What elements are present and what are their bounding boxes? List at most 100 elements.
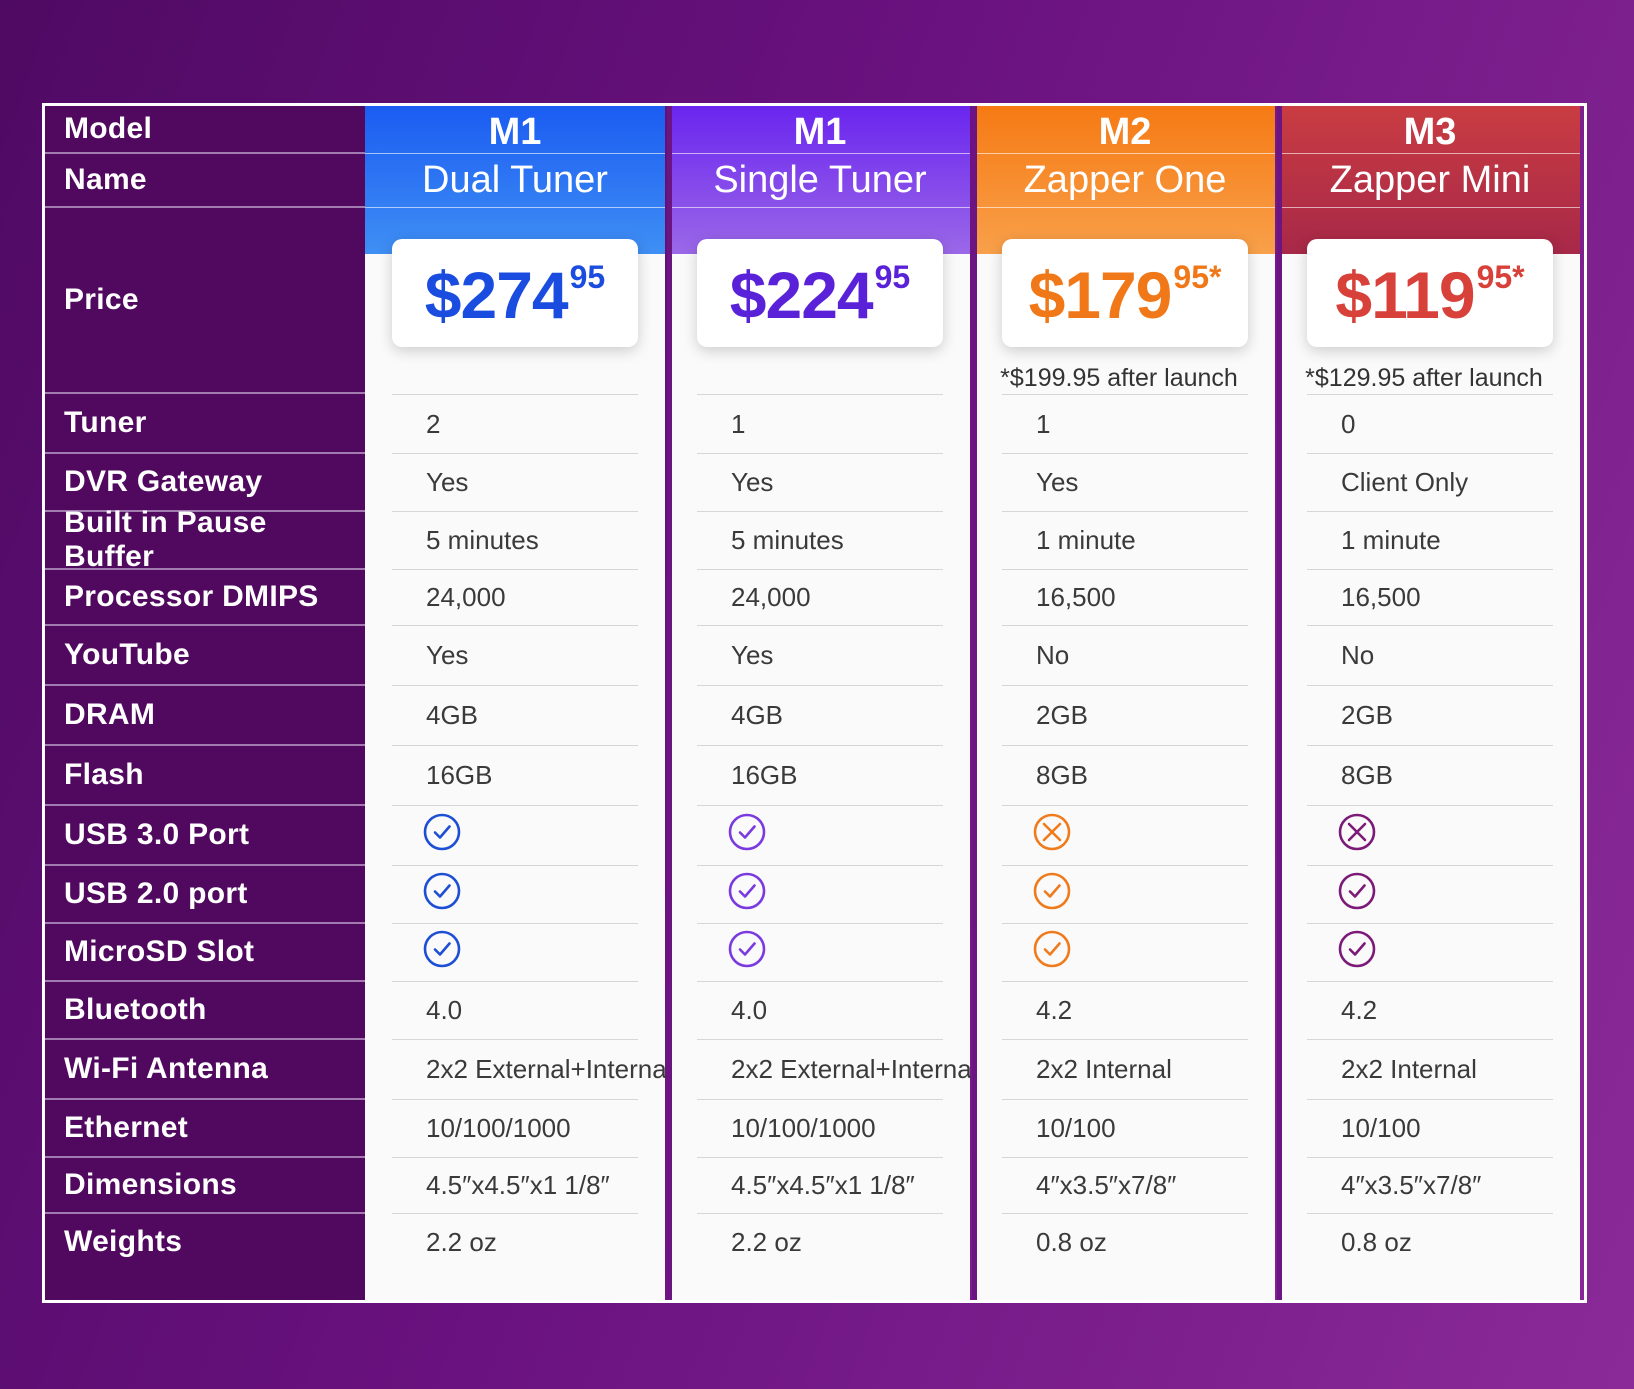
product-name: Dual Tuner [365,154,665,208]
label-usb3: USB 3.0 Port [45,806,365,866]
pause-value: 1 minute [1307,512,1553,570]
dmips-value: 24,000 [392,570,638,626]
price-card: $27495 [392,239,638,347]
product-column-3: M2 Zapper One $17995* *$199.95 after launch… [975,106,1275,1300]
label-model: Model [45,106,365,154]
x-circle-icon [1337,812,1377,859]
usb3-cell [1307,806,1553,866]
price-dollars: $224 [729,258,874,332]
check-circle-icon [422,812,462,859]
model-name: M2 [975,106,1275,154]
label-name: Name [45,154,365,208]
check-circle-icon [727,812,767,859]
flash-value: 16GB [392,746,638,806]
wifi-value: 2x2 Internal [1307,1040,1553,1100]
dram-value: 2GB [1002,686,1248,746]
ethernet-value: 10/100/1000 [392,1100,638,1158]
check-circle-icon [727,929,767,976]
x-circle-icon [1032,812,1072,859]
column-header: M2 Zapper One [975,106,1275,254]
dvr-value: Yes [1002,454,1248,512]
label-usb2: USB 2.0 port [45,866,365,924]
model-name: M1 [365,106,665,154]
check-circle-icon [1032,929,1072,976]
usb2-cell [1002,866,1248,924]
price-dollars: $179 [1028,258,1173,332]
column-divider [667,106,672,1300]
check-circle-icon [422,929,462,976]
label-dimensions: Dimensions [45,1158,365,1214]
column-header: M3 Zapper Mini [1280,106,1580,254]
dvr-value: Yes [697,454,943,512]
microsd-cell [1002,924,1248,982]
microsd-cell [392,924,638,982]
pause-value: 5 minutes [697,512,943,570]
label-flash: Flash [45,746,365,806]
product-name: Zapper One [975,154,1275,208]
weight-value: 0.8 oz [1341,1226,1412,1257]
usb2-cell [392,866,638,924]
usb2-cell [697,866,943,924]
pause-value: 1 minute [1002,512,1248,570]
price-cents: 95* [1476,259,1525,295]
price-cents: 95 [569,259,606,295]
column-header: M1 Dual Tuner [365,106,665,254]
column-divider [972,106,977,1300]
bluetooth-value: 4.2 [1307,982,1553,1040]
label-price: Price [45,208,365,394]
label-dvr: DVR Gateway [45,454,365,512]
comparison-table: Model Name Price Tuner DVR Gateway Built in P… [42,103,1587,1303]
label-weight: Weights [64,1225,183,1258]
dimensions-value: 4″x3.5″x7/8″ [1307,1158,1553,1214]
price-cents: 95 [874,259,911,295]
dvr-value: Yes [392,454,638,512]
label-tuner: Tuner [45,394,365,454]
column-header: M1 Single Tuner [670,106,970,254]
dram-value: 4GB [697,686,943,746]
product-column-1: M1 Dual Tuner $27495 2 Yes 5 minutes 24,000 Yes… [365,106,672,1300]
check-circle-icon [1337,929,1377,976]
price-card: $17995* [1002,239,1248,347]
wifi-value: 2x2 Internal [1002,1040,1248,1100]
label-dmips: Processor DMIPS [45,570,365,626]
usb3-cell [1002,806,1248,866]
bluetooth-value: 4.0 [697,982,943,1040]
label-youtube: YouTube [45,626,365,686]
tuner-value: 1 [1002,394,1248,454]
dimensions-value: 4.5″x4.5″x1 1/8″ [392,1158,638,1214]
bluetooth-value: 4.2 [1002,982,1248,1040]
tuner-value: 1 [697,394,943,454]
column-divider [1277,106,1282,1300]
label-wifi: Wi-Fi Antenna [45,1040,365,1100]
label-dram: DRAM [45,686,365,746]
tuner-value: 2 [392,394,638,454]
wifi-value: 2x2 External+Internal [392,1040,672,1100]
dram-value: 4GB [392,686,638,746]
price-cents: 95* [1173,259,1222,295]
weight-value: 0.8 oz [1036,1226,1107,1257]
dram-value: 2GB [1307,686,1553,746]
check-circle-icon [1032,871,1072,918]
product-name: Single Tuner [670,154,970,208]
price-card: $11995* [1307,239,1553,347]
ethernet-value: 10/100 [1002,1100,1248,1158]
product-column-4: M3 Zapper Mini $11995* *$129.95 after launc… [1280,106,1580,1300]
wifi-value: 2x2 External+Internal [697,1040,977,1100]
dimensions-value: 4″x3.5″x7/8″ [1002,1158,1248,1214]
usb3-cell [392,806,638,866]
microsd-cell [1307,924,1553,982]
price-card: $22495 [697,239,943,347]
check-circle-icon [1337,871,1377,918]
model-name: M3 [1280,106,1580,154]
weight-value: 2.2 oz [426,1226,497,1257]
tuner-value: 0 [1307,394,1553,454]
youtube-value: No [1002,626,1248,686]
dmips-value: 24,000 [697,570,943,626]
usb2-cell [1307,866,1553,924]
product-name: Zapper Mini [1280,154,1580,208]
price-dollars: $274 [424,258,569,332]
ethernet-value: 10/100 [1307,1100,1553,1158]
ethernet-value: 10/100/1000 [697,1100,943,1158]
usb3-cell [697,806,943,866]
check-circle-icon [727,871,767,918]
